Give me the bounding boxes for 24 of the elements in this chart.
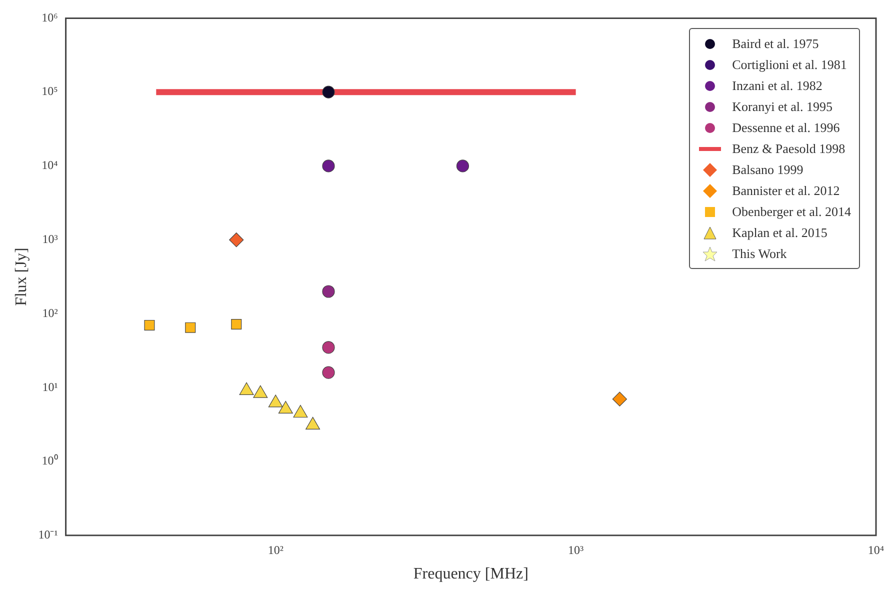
legend-label: Balsano 1999	[732, 162, 804, 178]
legend-label: Cortiglioni et al. 1981	[732, 56, 847, 72]
x-axis-title: Frequency [MHz]	[413, 566, 528, 583]
y-tick-label: 10⁶	[42, 10, 58, 24]
legend-label: Benz & Paesold 1998	[732, 140, 846, 156]
x-tick-label: 10⁴	[868, 542, 884, 557]
x-tick-label: 10³	[568, 542, 584, 557]
y-tick-label: 10⁻¹	[38, 528, 58, 542]
legend-label: Baird et al. 1975	[732, 36, 819, 52]
y-axis-title: Flux [Jy]	[12, 248, 30, 306]
legend-label: This Work	[732, 246, 787, 262]
legend-label: Koranyi et al. 1995	[732, 98, 832, 114]
legend-label: Inzani et al. 1982	[732, 78, 822, 94]
y-tick-label: 10⁰	[42, 454, 58, 468]
x-tick-label: 10²	[268, 542, 284, 557]
legend-label: Kaplan et al. 2015	[732, 224, 828, 240]
legend-label: Bannister et al. 2012	[732, 182, 840, 198]
y-tick-label: 10²	[42, 306, 58, 320]
y-tick-label: 10³	[42, 232, 58, 246]
y-tick-label: 10⁴	[42, 158, 58, 172]
legend-label: Obenberger et al. 2014	[732, 204, 851, 220]
y-tick-label: 10⁵	[42, 84, 58, 98]
y-tick-label: 10¹	[42, 380, 58, 394]
legend-label: Dessenne et al. 1996	[732, 120, 840, 136]
